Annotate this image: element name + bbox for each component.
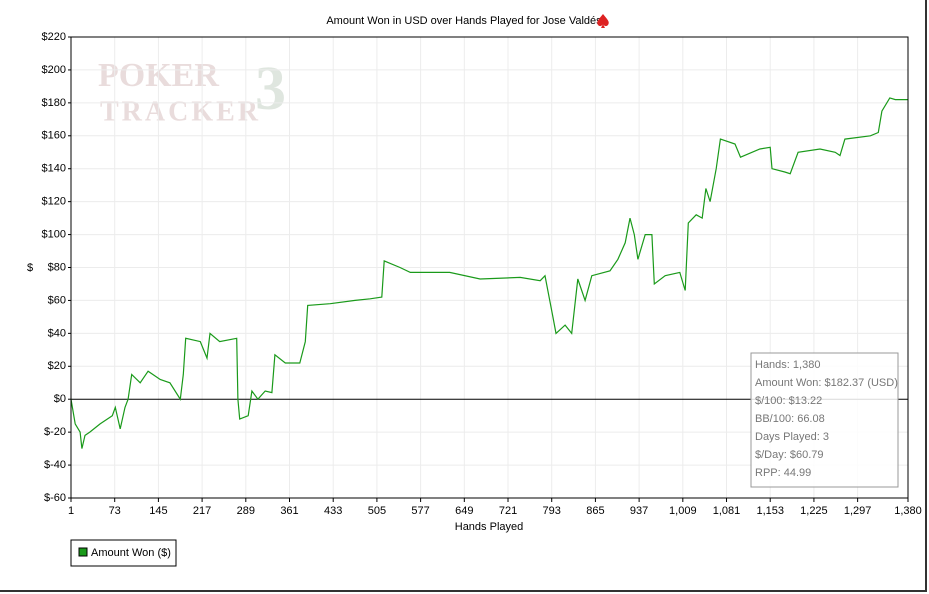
x-tick-label: 793 [543, 505, 561, 517]
x-tick-label: 289 [237, 505, 255, 517]
y-tick-label: $120 [42, 196, 66, 208]
x-tick-label: 577 [411, 505, 429, 517]
y-tick-label: $180 [42, 97, 66, 109]
spade-icon [597, 14, 609, 28]
stat-line: Amount Won: $182.37 (USD) [755, 377, 898, 389]
x-tick-label: 73 [109, 505, 121, 517]
legend-label: Amount Won ($) [91, 547, 171, 559]
x-tick-label: 1,380 [894, 505, 922, 517]
x-tick-label: 1,297 [844, 505, 872, 517]
y-tick-label: $140 [42, 163, 66, 175]
y-tick-label: $-40 [44, 459, 66, 471]
y-tick-label: $80 [48, 261, 66, 273]
x-tick-label: 505 [368, 505, 386, 517]
y-tick-label: $220 [42, 31, 66, 43]
stat-line: Hands: 1,380 [755, 359, 820, 371]
plot-border [70, 36, 909, 499]
x-tick-label: 433 [324, 505, 342, 517]
data-line [70, 97, 908, 449]
watermark: TRACKER [100, 96, 261, 127]
chart-title: Amount Won in USD over Hands Played for … [326, 15, 602, 27]
x-tick-label: 361 [280, 505, 298, 517]
y-tick-label: $60 [48, 294, 66, 306]
x-tick-label: 1,009 [669, 505, 697, 517]
y-tick-label: $-60 [44, 492, 66, 504]
stat-line: RPP: 44.99 [755, 467, 811, 479]
x-tick-label: 1 [68, 505, 74, 517]
y-axis-label: $ [27, 262, 33, 274]
legend-box [70, 539, 177, 567]
y-tick-label: $0 [54, 393, 66, 405]
stat-line: Days Played: 3 [755, 431, 829, 443]
y-tick-label: $40 [48, 327, 66, 339]
stat-line: $/Day: $60.79 [755, 449, 824, 461]
x-tick-label: 937 [630, 505, 648, 517]
stats-box [750, 352, 899, 488]
x-tick-label: 145 [149, 505, 167, 517]
stat-line: $/100: $13.22 [755, 395, 822, 407]
y-tick-label: $100 [42, 228, 66, 240]
x-tick-label: 1,225 [800, 505, 828, 517]
x-tick-label: 649 [455, 505, 473, 517]
x-tick-label: 1,153 [756, 505, 784, 517]
stat-line: BB/100: 66.08 [755, 413, 825, 425]
y-tick-label: $200 [42, 64, 66, 76]
x-tick-label: 1,081 [713, 505, 741, 517]
watermark: 3 [255, 55, 286, 123]
y-tick-label: $-20 [44, 426, 66, 438]
x-tick-label: 217 [193, 505, 211, 517]
y-tick-label: $20 [48, 360, 66, 372]
legend-swatch [78, 547, 88, 557]
y-tick-label: $160 [42, 130, 66, 142]
x-axis-label: Hands Played [455, 521, 524, 533]
x-tick-label: 865 [586, 505, 604, 517]
x-tick-label: 721 [499, 505, 517, 517]
